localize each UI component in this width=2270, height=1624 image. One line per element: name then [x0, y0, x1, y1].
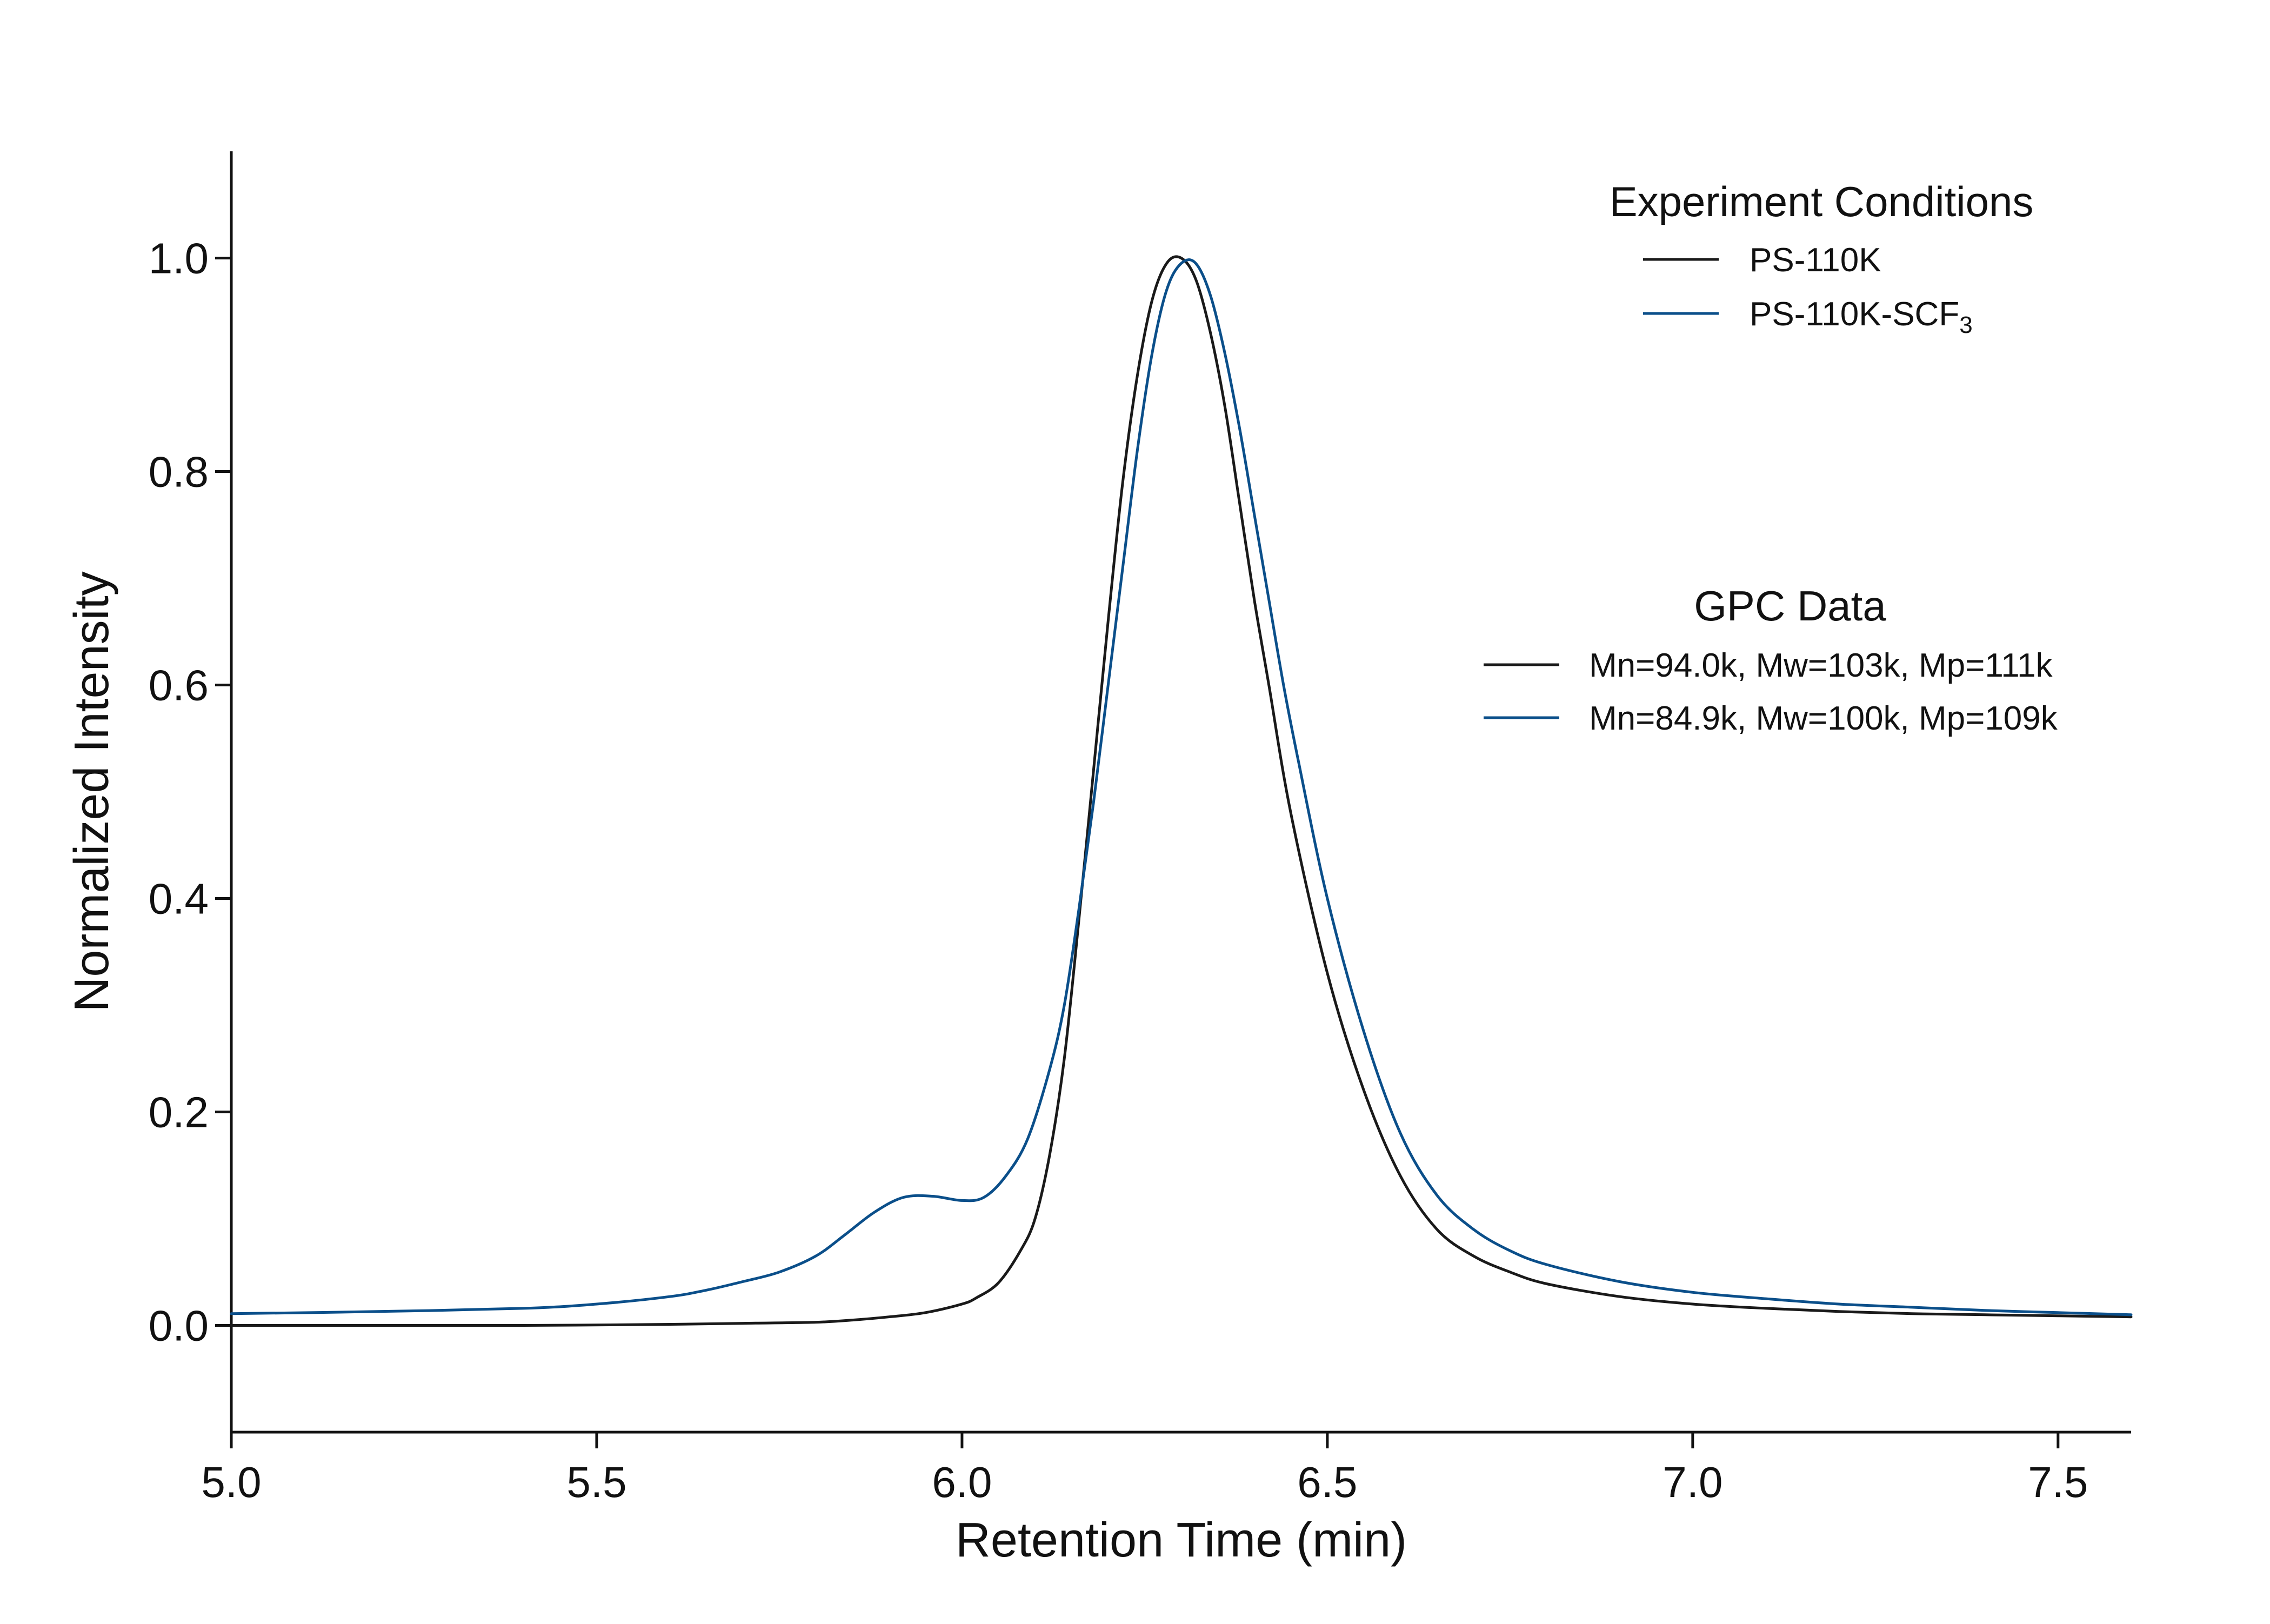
x-tick-label: 6.0	[932, 1458, 992, 1506]
y-tick-label: 0.6	[149, 661, 209, 710]
series-line-1	[230, 255, 2133, 1327]
y-axis-title: Normalized Intensity	[65, 571, 119, 1012]
series-line-2	[230, 258, 2133, 1316]
legend-2: GPC Data Mn=94.0k, Mw=103k, Mp=111k Mn=84.…	[1484, 582, 2058, 737]
legend-title: GPC Data	[1694, 582, 1886, 630]
x-tick-label: 7.0	[1663, 1458, 1722, 1506]
legend-title: Experiment Conditions	[1610, 178, 2034, 225]
y-tick-label: 1.0	[149, 235, 209, 283]
legend-label: PS-110K	[1750, 242, 1881, 279]
y-tick-label: 0.2	[149, 1088, 209, 1137]
legend-1: Experiment Conditions PS-110K PS-110K-SCF3	[1610, 178, 2034, 338]
y-tick-label: 0.0	[149, 1302, 209, 1350]
x-tick-label: 7.5	[2028, 1458, 2088, 1506]
x-tick-label: 6.5	[1297, 1458, 1357, 1506]
legend-label: Mn=84.9k, Mw=100k, Mp=109k	[1589, 700, 2058, 737]
x-tick-label: 5.0	[201, 1458, 261, 1506]
legend-label: PS-110K-SCF3	[1750, 296, 1973, 338]
y-tick-label: 0.8	[149, 448, 209, 496]
x-tick-label: 5.5	[566, 1458, 626, 1506]
x-axis-title: Retention Time (min)	[956, 1513, 1407, 1567]
y-tick-label: 0.4	[149, 875, 209, 923]
legend-label-subscript: 3	[1959, 312, 1972, 338]
legend-label: Mn=94.0k, Mw=103k, Mp=111k	[1589, 647, 2053, 684]
